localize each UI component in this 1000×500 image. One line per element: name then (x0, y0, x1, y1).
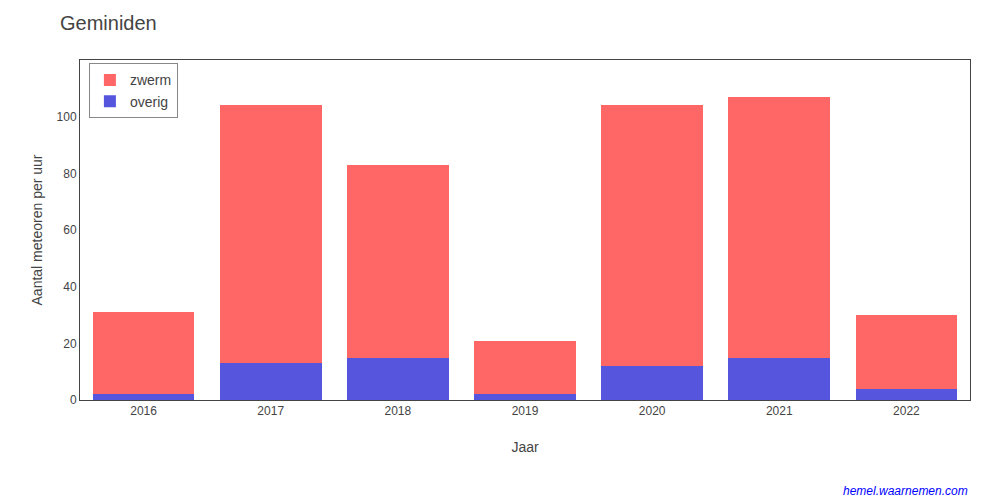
svg-text:100: 100 (57, 110, 77, 124)
svg-text:2019: 2019 (512, 404, 539, 418)
svg-text:20: 20 (63, 337, 77, 351)
svg-text:Jaar: Jaar (511, 439, 539, 455)
svg-text:0: 0 (70, 393, 77, 407)
svg-text:zwerm: zwerm (130, 72, 171, 88)
svg-text:Geminiden: Geminiden (60, 12, 157, 34)
svg-text:60: 60 (63, 223, 77, 237)
svg-text:40: 40 (63, 280, 77, 294)
svg-text:2018: 2018 (385, 404, 412, 418)
svg-text:2021: 2021 (766, 404, 793, 418)
svg-text:2017: 2017 (257, 404, 284, 418)
svg-text:80: 80 (63, 167, 77, 181)
svg-text:2016: 2016 (130, 404, 157, 418)
svg-text:hemel.waarnemen.com: hemel.waarnemen.com (843, 484, 968, 498)
svg-text:2020: 2020 (639, 404, 666, 418)
svg-text:overig: overig (130, 94, 168, 110)
svg-text:2022: 2022 (893, 404, 920, 418)
svg-text:Aantal meteoren per uur: Aantal meteoren per uur (29, 154, 45, 305)
